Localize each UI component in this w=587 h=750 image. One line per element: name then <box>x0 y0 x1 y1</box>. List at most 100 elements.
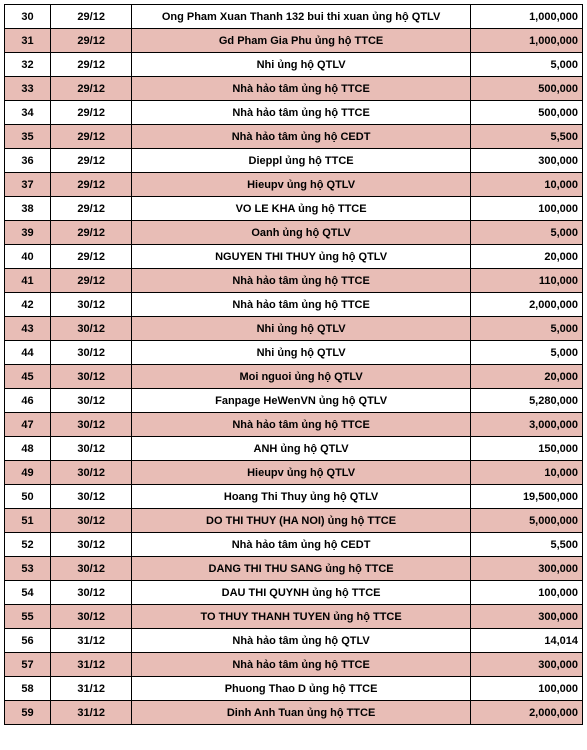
cell-amount: 100,000 <box>470 677 582 701</box>
cell-number: 33 <box>5 77 51 101</box>
cell-amount: 500,000 <box>470 77 582 101</box>
cell-date: 29/12 <box>51 245 132 269</box>
cell-amount: 5,000 <box>470 221 582 245</box>
cell-number: 46 <box>5 389 51 413</box>
table-row: 4730/12Nhà hảo tâm ủng hộ TTCE3,000,000 <box>5 413 583 437</box>
cell-amount: 5,280,000 <box>470 389 582 413</box>
cell-amount: 20,000 <box>470 365 582 389</box>
table-row: 3829/12VO LE KHA ủng hộ TTCE100,000 <box>5 197 583 221</box>
cell-description: TO THUY THANH TUYEN ủng hộ TTCE <box>132 605 470 629</box>
table-row: 5430/12DAU THI QUYNH ủng hộ TTCE100,000 <box>5 581 583 605</box>
cell-number: 43 <box>5 317 51 341</box>
table-row: 4129/12Nhà hảo tâm ủng hộ TTCE110,000 <box>5 269 583 293</box>
cell-description: Nhà hảo tâm ủng hộ TTCE <box>132 413 470 437</box>
cell-amount: 14,014 <box>470 629 582 653</box>
cell-number: 39 <box>5 221 51 245</box>
table-row: 5230/12Nhà hảo tâm ủng hộ CEDT5,500 <box>5 533 583 557</box>
cell-description: NGUYEN THI THUY ủng hộ QTLV <box>132 245 470 269</box>
cell-amount: 300,000 <box>470 557 582 581</box>
table-row: 3729/12Hieupv ủng hộ QTLV10,000 <box>5 173 583 197</box>
table-row: 5731/12Nhà hảo tâm ủng hộ TTCE300,000 <box>5 653 583 677</box>
table-row: 5931/12Dinh Anh Tuan ủng hộ TTCE2,000,00… <box>5 701 583 725</box>
cell-date: 29/12 <box>51 125 132 149</box>
cell-description: Oanh ủng hộ QTLV <box>132 221 470 245</box>
cell-description: Nhi ủng hộ QTLV <box>132 53 470 77</box>
cell-date: 30/12 <box>51 365 132 389</box>
cell-number: 51 <box>5 509 51 533</box>
cell-date: 31/12 <box>51 701 132 725</box>
cell-number: 57 <box>5 653 51 677</box>
table-row: 4630/12Fanpage HeWenVN ủng hộ QTLV5,280,… <box>5 389 583 413</box>
table-row: 3429/12Nhà hảo tâm ủng hộ TTCE500,000 <box>5 101 583 125</box>
cell-date: 29/12 <box>51 221 132 245</box>
cell-date: 30/12 <box>51 317 132 341</box>
cell-amount: 5,000,000 <box>470 509 582 533</box>
cell-amount: 500,000 <box>470 101 582 125</box>
donation-table: 3029/12Ong Pham Xuan Thanh 132 bui thi x… <box>4 4 583 725</box>
cell-description: Fanpage HeWenVN ủng hộ QTLV <box>132 389 470 413</box>
cell-amount: 19,500,000 <box>470 485 582 509</box>
cell-number: 36 <box>5 149 51 173</box>
table-row: 3129/12Gd Pham Gia Phu ủng hộ TTCE1,000,… <box>5 29 583 53</box>
cell-number: 47 <box>5 413 51 437</box>
cell-amount: 5,000 <box>470 341 582 365</box>
cell-date: 30/12 <box>51 341 132 365</box>
cell-description: Nhi ủng hộ QTLV <box>132 341 470 365</box>
cell-amount: 5,000 <box>470 317 582 341</box>
cell-description: Dinh Anh Tuan ủng hộ TTCE <box>132 701 470 725</box>
table-row: 5831/12Phuong Thao D ủng hộ TTCE100,000 <box>5 677 583 701</box>
cell-description: DAU THI QUYNH ủng hộ TTCE <box>132 581 470 605</box>
cell-number: 38 <box>5 197 51 221</box>
cell-date: 30/12 <box>51 389 132 413</box>
cell-number: 44 <box>5 341 51 365</box>
cell-description: Ong Pham Xuan Thanh 132 bui thi xuan ủng… <box>132 5 470 29</box>
cell-amount: 5,500 <box>470 533 582 557</box>
cell-number: 41 <box>5 269 51 293</box>
table-row: 5631/12Nhà hảo tâm ủng hộ QTLV14,014 <box>5 629 583 653</box>
cell-number: 50 <box>5 485 51 509</box>
table-row: 4930/12Hieupv ủng hộ QTLV10,000 <box>5 461 583 485</box>
cell-date: 29/12 <box>51 173 132 197</box>
cell-amount: 2,000,000 <box>470 293 582 317</box>
cell-number: 34 <box>5 101 51 125</box>
cell-description: Hieupv ủng hộ QTLV <box>132 461 470 485</box>
cell-amount: 150,000 <box>470 437 582 461</box>
cell-number: 32 <box>5 53 51 77</box>
cell-description: Nhà hảo tâm ủng hộ QTLV <box>132 629 470 653</box>
cell-description: Phuong Thao D ủng hộ TTCE <box>132 677 470 701</box>
cell-number: 35 <box>5 125 51 149</box>
cell-number: 49 <box>5 461 51 485</box>
cell-number: 30 <box>5 5 51 29</box>
cell-description: Moi nguoi ủng hộ QTLV <box>132 365 470 389</box>
cell-number: 37 <box>5 173 51 197</box>
cell-amount: 300,000 <box>470 149 582 173</box>
table-body: 3029/12Ong Pham Xuan Thanh 132 bui thi x… <box>5 5 583 725</box>
cell-number: 54 <box>5 581 51 605</box>
cell-description: Nhà hảo tâm ủng hộ TTCE <box>132 293 470 317</box>
table-row: 4029/12NGUYEN THI THUY ủng hộ QTLV20,000 <box>5 245 583 269</box>
cell-amount: 10,000 <box>470 461 582 485</box>
cell-date: 29/12 <box>51 77 132 101</box>
cell-date: 30/12 <box>51 437 132 461</box>
table-row: 5030/12Hoang Thi Thuy ủng hộ QTLV19,500,… <box>5 485 583 509</box>
cell-description: DO THI THUY (HA NOI) ủng hộ TTCE <box>132 509 470 533</box>
cell-date: 30/12 <box>51 581 132 605</box>
cell-date: 29/12 <box>51 5 132 29</box>
cell-description: Hoang Thi Thuy ủng hộ QTLV <box>132 485 470 509</box>
cell-amount: 5,000 <box>470 53 582 77</box>
cell-number: 56 <box>5 629 51 653</box>
cell-number: 45 <box>5 365 51 389</box>
cell-date: 29/12 <box>51 101 132 125</box>
cell-date: 29/12 <box>51 149 132 173</box>
cell-number: 59 <box>5 701 51 725</box>
cell-date: 30/12 <box>51 557 132 581</box>
table-row: 3929/12Oanh ủng hộ QTLV5,000 <box>5 221 583 245</box>
cell-amount: 1,000,000 <box>470 29 582 53</box>
cell-description: ANH ủng hộ QTLV <box>132 437 470 461</box>
cell-date: 29/12 <box>51 197 132 221</box>
cell-description: Nhà hảo tâm ủng hộ TTCE <box>132 77 470 101</box>
table-row: 5530/12TO THUY THANH TUYEN ủng hộ TTCE30… <box>5 605 583 629</box>
table-row: 3029/12Ong Pham Xuan Thanh 132 bui thi x… <box>5 5 583 29</box>
cell-number: 48 <box>5 437 51 461</box>
cell-description: Nhà hảo tâm ủng hộ CEDT <box>132 533 470 557</box>
